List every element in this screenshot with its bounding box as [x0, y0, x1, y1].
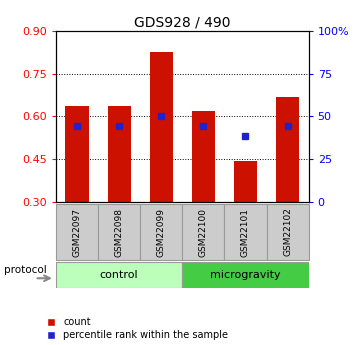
Bar: [108, 107, 131, 202]
Bar: [56, 204, 98, 260]
Bar: [150, 52, 173, 202]
Bar: [98, 204, 140, 260]
Text: GSM22097: GSM22097: [73, 207, 82, 257]
Bar: [140, 204, 182, 260]
Bar: [65, 107, 88, 202]
Legend: count, percentile rank within the sample: count, percentile rank within the sample: [41, 317, 228, 340]
Title: GDS928 / 490: GDS928 / 490: [134, 16, 231, 30]
Bar: [56, 262, 182, 288]
Text: GSM22101: GSM22101: [241, 207, 250, 257]
Text: protocol: protocol: [4, 265, 46, 275]
Bar: [182, 204, 225, 260]
Bar: [192, 111, 215, 202]
Text: microgravity: microgravity: [210, 270, 281, 280]
Bar: [234, 161, 257, 202]
Text: GSM22098: GSM22098: [115, 207, 123, 257]
Bar: [182, 262, 309, 288]
Text: GSM22099: GSM22099: [157, 207, 166, 257]
Text: GSM22100: GSM22100: [199, 207, 208, 257]
Bar: [266, 204, 309, 260]
Text: GSM22102: GSM22102: [283, 208, 292, 256]
Text: control: control: [100, 270, 138, 280]
Bar: [276, 97, 299, 202]
Bar: [225, 204, 266, 260]
